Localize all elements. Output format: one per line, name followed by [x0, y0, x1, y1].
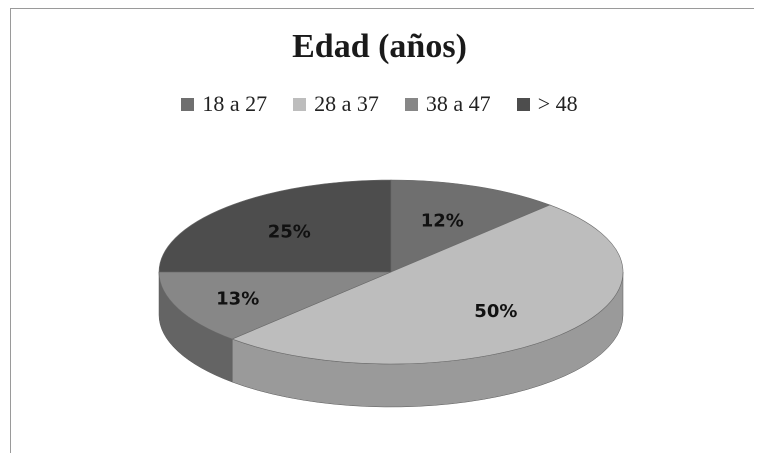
- pie-label-1: 12%: [421, 211, 464, 232]
- legend-swatch-4: [516, 97, 530, 111]
- legend-label-4: > 48: [537, 91, 578, 116]
- legend-item-3: 38 a 47: [404, 91, 491, 117]
- legend-item-2: 28 a 37: [293, 91, 379, 117]
- pie-slice-4: [158, 179, 392, 273]
- pie-label-3: 13%: [216, 288, 259, 309]
- pie-slice-3: [158, 271, 392, 340]
- legend-item-4: > 48: [516, 91, 578, 117]
- pie-slice-1: [390, 179, 551, 273]
- pie-slice-2: [231, 204, 624, 365]
- legend-item-1: 18 a 27: [181, 91, 267, 117]
- legend-label-3: 38 a 47: [425, 91, 491, 116]
- legend-label-1: 18 a 27: [202, 91, 268, 116]
- pie-labels: 12% 50% 13% 25%: [216, 211, 517, 322]
- pie-slices: [158, 179, 624, 365]
- pie-label-2: 50%: [474, 301, 517, 322]
- legend-swatch-1: [181, 97, 195, 111]
- legend-label-2: 28 a 37: [314, 91, 379, 116]
- legend: 18 a 27 28 a 37 38 a 47 > 48: [0, 91, 759, 117]
- pie-label-4: 25%: [268, 222, 311, 243]
- chart-title: Edad (años): [292, 28, 467, 65]
- legend-swatch-2: [293, 97, 307, 111]
- legend-swatch-3: [404, 97, 418, 111]
